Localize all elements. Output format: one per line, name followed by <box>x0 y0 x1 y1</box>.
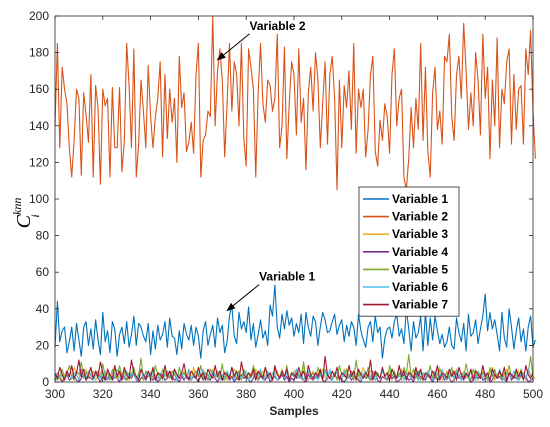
y-axis-label-subscript: i <box>28 214 42 217</box>
y-tick-label: 200 <box>29 9 49 23</box>
x-tick-label: 340 <box>141 387 161 401</box>
x-tick-label: 460 <box>427 387 447 401</box>
series-line-1 <box>54 284 536 359</box>
legend-label-1: Variable 1 <box>392 192 448 206</box>
y-axis-label: Cknn i <box>10 198 42 229</box>
y-tick-label: 40 <box>36 302 50 316</box>
x-tick-label: 480 <box>475 387 495 401</box>
y-tick-label: 20 <box>36 338 50 352</box>
x-tick-label: 300 <box>45 387 65 401</box>
y-axis-label-main: C <box>13 214 35 228</box>
y-tick-label: 160 <box>29 82 49 96</box>
x-tick-label: 360 <box>188 387 208 401</box>
legend-label-2: Variable 2 <box>392 210 448 224</box>
legend-label-5: Variable 5 <box>392 262 448 276</box>
annotation-arrow-1 <box>216 33 250 61</box>
legend: Variable 1 Variable 2 Variable 3 Variable 4… <box>358 186 460 317</box>
x-axis-label: Samples <box>269 404 319 418</box>
y-tick-label: 100 <box>29 192 49 206</box>
plot-lines <box>54 15 536 383</box>
legend-label-6: Variable 6 <box>392 280 448 294</box>
y-tick-label: 180 <box>29 46 49 60</box>
annotation-label-2: Variable 1 <box>259 270 315 284</box>
annotations: Variable 2 Variable 1 <box>216 19 315 312</box>
x-tick-label: 380 <box>236 387 256 401</box>
y-tick-label: 60 <box>36 265 50 279</box>
x-tick-label: 320 <box>93 387 113 401</box>
x-tick-label: 500 <box>523 387 543 401</box>
annotation-label-1: Variable 2 <box>250 19 306 33</box>
y-tick-label: 80 <box>36 229 50 243</box>
y-tick-label: 140 <box>29 119 49 133</box>
x-tick-label: 400 <box>284 387 304 401</box>
x-tick-label: 440 <box>380 387 400 401</box>
legend-label-4: Variable 4 <box>392 245 448 259</box>
y-tick-label: 0 <box>42 375 49 389</box>
x-tick-label: 420 <box>332 387 352 401</box>
legend-label-7: Variable 7 <box>392 298 448 312</box>
legend-label-3: Variable 3 <box>392 227 448 241</box>
y-axis-label-superscript: knn <box>10 198 24 215</box>
annotation-arrow-2 <box>226 284 260 312</box>
series-line-7 <box>54 355 534 381</box>
y-tick-label: 120 <box>29 155 49 169</box>
axis-ticks: 300 320 340 360 380 400 420 440 460 480 500 0 20 40 60… <box>29 9 543 401</box>
series-line-2 <box>54 15 536 191</box>
